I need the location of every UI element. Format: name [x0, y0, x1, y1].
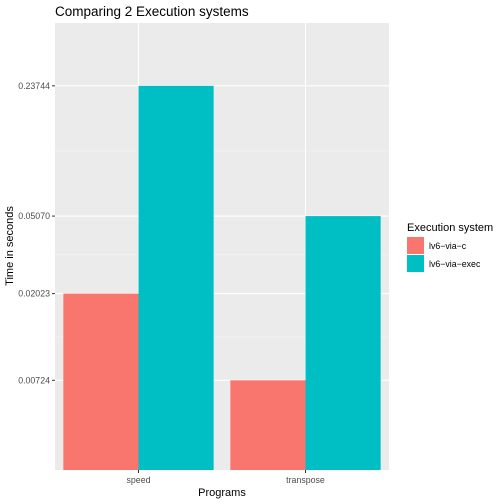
x-axis-title: Programs [198, 487, 246, 499]
y-tick-label: 0.23744 [18, 81, 50, 91]
bars [63, 85, 381, 470]
x-tick-label: transpose [286, 475, 325, 485]
x-tick-label: speed [127, 475, 151, 485]
legend-swatch [407, 255, 424, 272]
y-tick-label: 0.02023 [18, 289, 50, 299]
chart-title: Comparing 2 Execution systems [55, 4, 249, 19]
legend-label: lv6−via−exec [429, 259, 481, 269]
legend-title: Execution system [407, 222, 493, 234]
y-axis: 0.00724 0.02023 0.05070 0.23744 [18, 81, 55, 385]
y-tick-label: 0.05070 [18, 211, 50, 221]
y-tick-label: 0.00724 [18, 375, 50, 385]
bar-speed-series-0 [63, 293, 139, 470]
bar-transpose-series-0 [230, 380, 306, 470]
bar-transpose-series-1 [305, 216, 381, 470]
x-axis: speed transpose [127, 470, 325, 485]
y-axis-title: Time in seconds [4, 206, 16, 286]
legend: Execution system lv6−via−c lv6−via−exec [407, 222, 493, 272]
bar-speed-series-1 [138, 85, 214, 470]
legend-swatch [407, 237, 424, 254]
legend-label: lv6−via−c [429, 241, 467, 251]
